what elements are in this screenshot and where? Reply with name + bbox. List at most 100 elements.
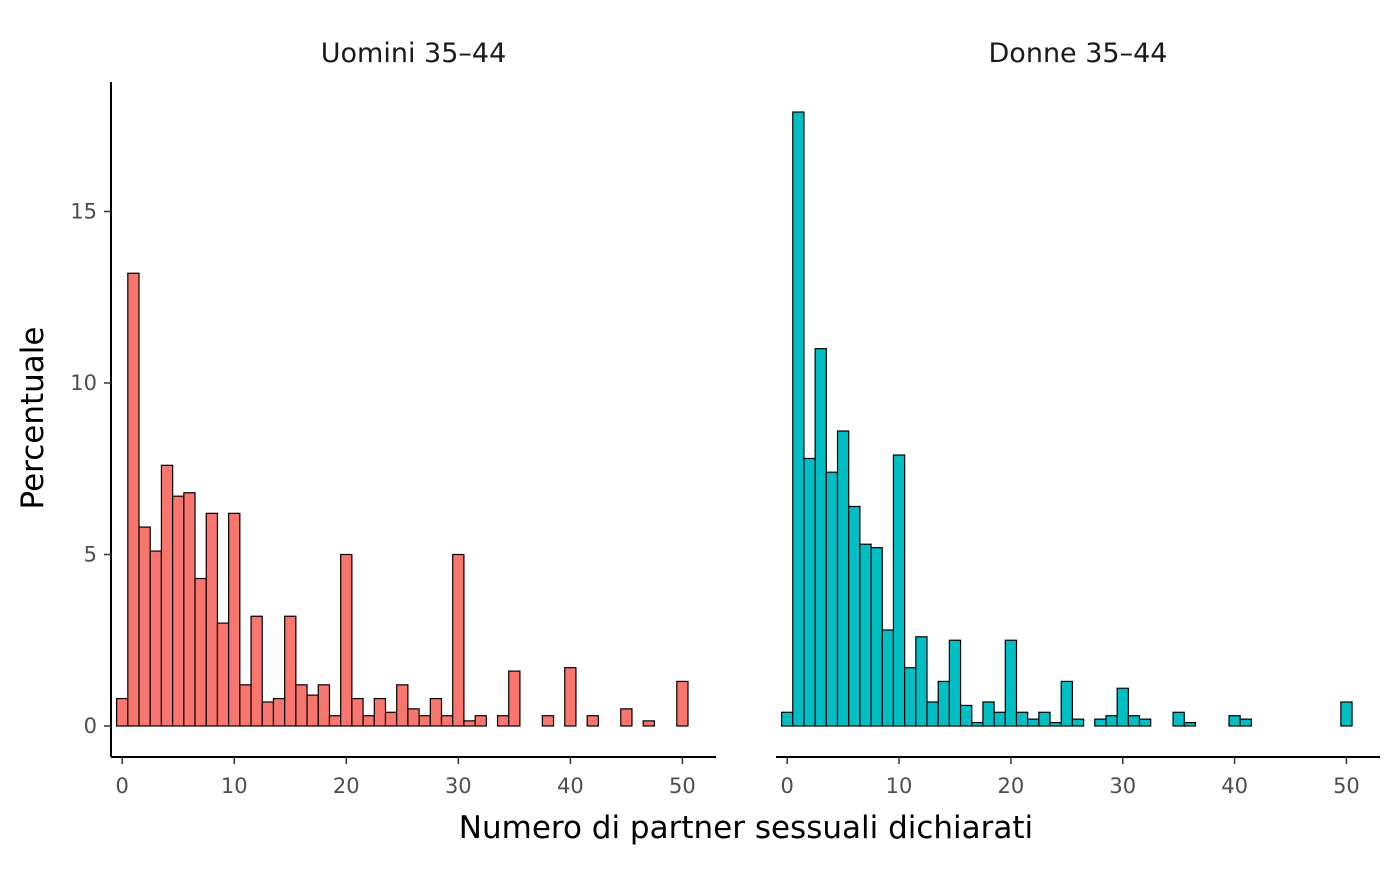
histogram-bar [814,348,827,727]
x-axis-title: Numero di partner sessuali dichiarati [459,810,1033,846]
histogram-bar [1127,715,1141,727]
histogram-bar [194,577,207,727]
y-tick-label: 15 [70,200,97,224]
histogram-bar [1049,721,1062,727]
histogram-bar [328,715,342,727]
histogram-bar [586,715,599,727]
histogram-bar [948,639,962,727]
y-tick-label: 0 [84,714,97,738]
histogram-bar [284,615,297,727]
histogram-bar [1183,721,1197,727]
histogram-bar [418,715,431,727]
histogram-bar [127,272,140,727]
histogram-bar [825,471,839,727]
histogram-bar [1172,711,1185,727]
histogram-bar [1060,680,1074,727]
histogram-bar [1027,718,1040,727]
histogram-bar [792,111,805,727]
histogram-bar [205,512,219,727]
x-tick-label: 50 [1333,774,1360,798]
panel-title: Uomini 35–44 [321,38,507,69]
y-axis-title: Percentuale [15,327,51,510]
x-tick-label: 40 [1221,774,1248,798]
x-tick-label: 0 [780,774,793,798]
histogram-bar [340,553,353,727]
histogram-bar [803,457,816,727]
histogram-bar [160,464,174,727]
histogram-bar [982,701,995,727]
x-tick-label: 20 [998,774,1025,798]
histogram-bar [1071,718,1085,727]
histogram-bar [295,684,308,727]
x-tick-label: 20 [333,774,360,798]
x-tick-label: 50 [669,774,696,798]
histogram-bar [1094,718,1107,727]
histogram-bar [959,704,973,727]
histogram-bar [642,720,655,727]
histogram-bar [407,708,420,727]
histogram-bar [373,697,387,727]
histogram-bar [1004,639,1018,727]
histogram-bar [892,454,906,727]
histogram-bar [272,697,286,727]
histogram-bar [1239,718,1252,727]
histogram-bar [440,715,454,727]
histogram-bar [848,505,861,727]
histogram-bar [1340,701,1353,727]
y-tick-label: 10 [70,371,97,395]
histogram-bar [463,720,476,727]
panel-2: Donne 35–44 0 10 20 30 40 50 [776,38,1380,798]
histogram-bar [993,711,1006,727]
histogram-bar [1105,715,1118,727]
histogram-bar [351,697,364,727]
histogram-bar [216,622,230,727]
histogram-bar [1116,687,1129,727]
histogram-bar [1138,718,1152,727]
panel-1: Uomini 35–44 0 10 20 30 40 50 0 5 10 15 [70,38,716,798]
histogram-bar [564,667,577,727]
histogram-bar [620,708,633,727]
histogram-bar [496,715,510,727]
panels-layer: Uomini 35–44 0 10 20 30 40 50 0 5 10 15 Donne 35–44… [70,38,1380,798]
histogram-bar [239,684,252,727]
x-tick-label: 30 [445,774,472,798]
histogram-bar [396,684,409,727]
y-tick-label: 5 [84,543,97,567]
histogram-bar [780,711,794,727]
histogram-bar [429,697,443,727]
panel-title: Donne 35–44 [989,38,1168,69]
histogram-bar [183,492,196,727]
histogram-bar [172,495,185,727]
x-tick-label: 10 [221,774,248,798]
x-tick-label: 0 [116,774,129,798]
histogram-bar [228,512,241,727]
histogram-bar [452,553,465,727]
histogram-bar [138,526,151,727]
histogram-bar [261,701,275,727]
histogram-bar [149,550,163,727]
histogram-bar [881,629,895,727]
histogram-bar [115,697,129,727]
histogram-bar [508,670,521,727]
histogram-bar [306,694,319,727]
histogram-bar [926,701,939,727]
histogram-bar [474,715,487,727]
histogram-bar [904,667,917,727]
histogram-bar [915,636,928,727]
histogram-bar [384,711,398,727]
histogram-bar [541,715,555,727]
histogram-bar [1015,711,1029,727]
histogram-bar [937,680,950,727]
histogram-bar [836,430,850,727]
histogram-bar [971,721,984,727]
histogram-bar [1038,711,1051,727]
histogram-bar [870,547,883,727]
x-tick-label: 40 [557,774,584,798]
x-tick-label: 30 [1109,774,1136,798]
histogram-bar [250,615,263,727]
histogram-bar [859,543,872,727]
x-tick-label: 10 [886,774,913,798]
histogram-bar [1228,715,1241,727]
